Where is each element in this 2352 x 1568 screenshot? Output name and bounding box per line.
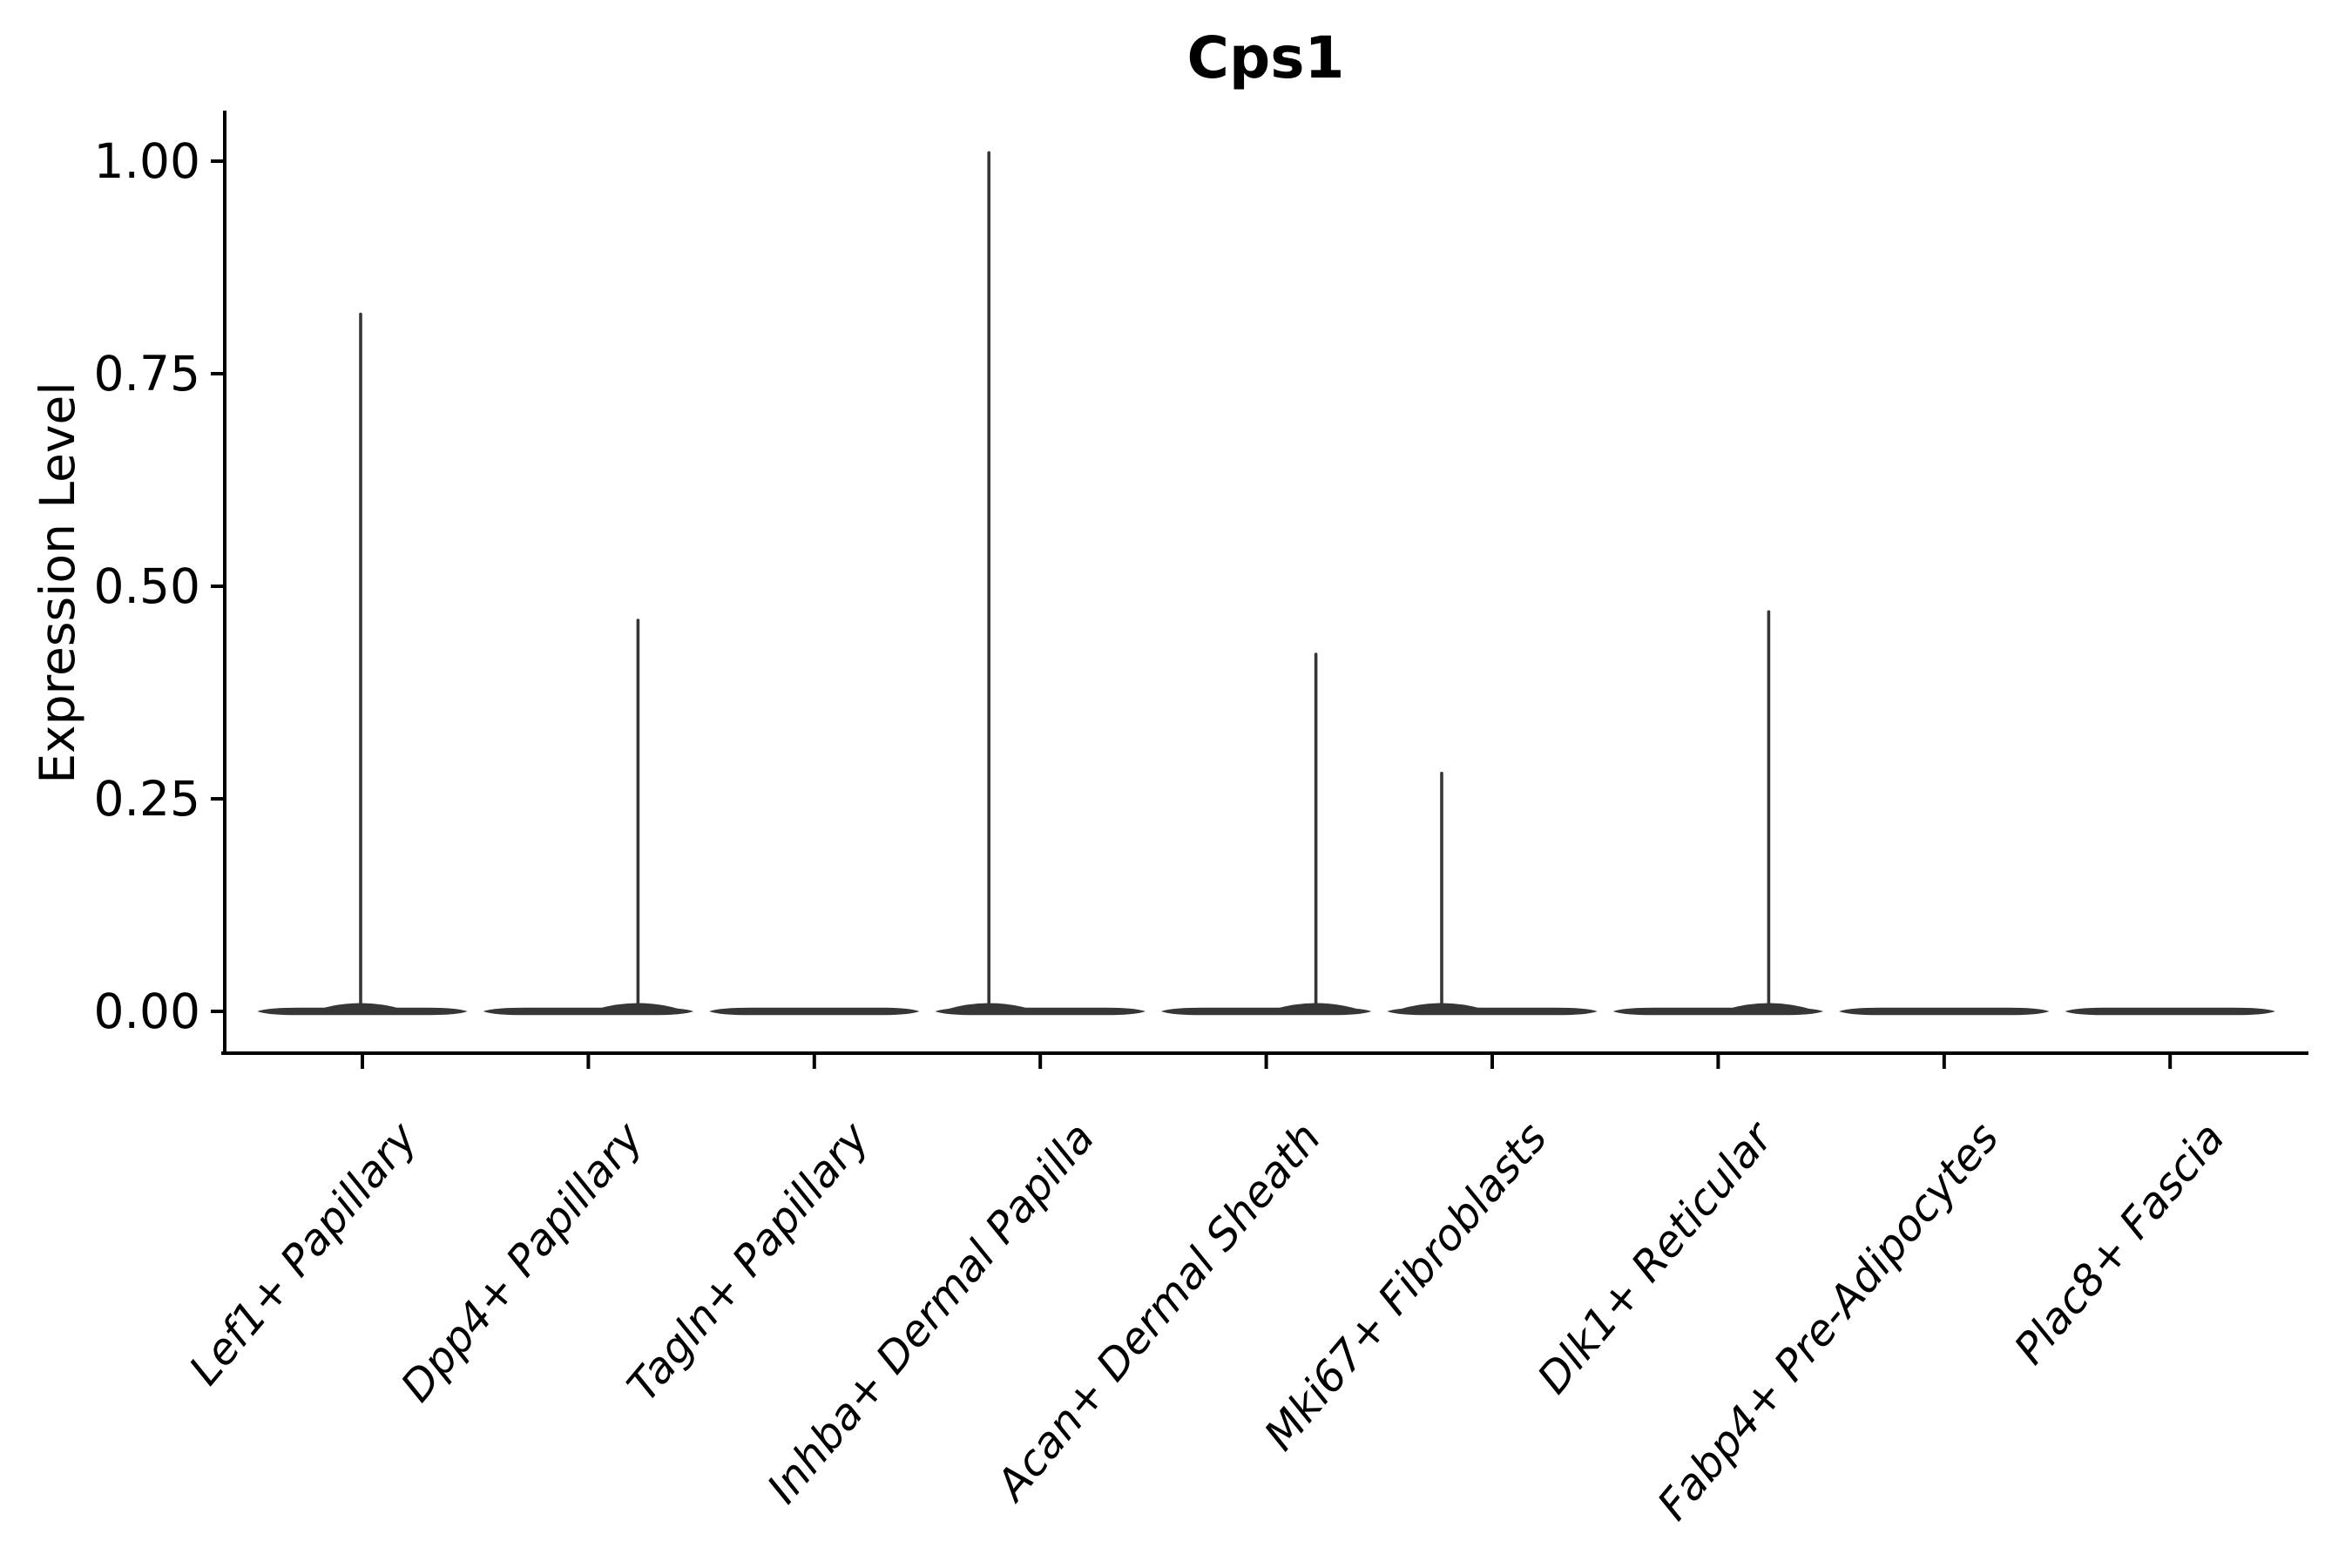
- y-tick-label: 1.00: [93, 133, 200, 189]
- y-tick-label: 0.75: [93, 346, 200, 402]
- violin-body: [2065, 1007, 2275, 1016]
- y-tick-label: 0.00: [93, 983, 200, 1039]
- plot-title: Cps1: [1186, 24, 1345, 91]
- y-tick-label: 0.50: [93, 558, 200, 614]
- violin-body: [1839, 1007, 2050, 1016]
- y-tick-label: 0.25: [93, 771, 200, 827]
- violin-body: [483, 1007, 694, 1016]
- violin-body: [1612, 1007, 1824, 1016]
- violin-body: [709, 1007, 920, 1016]
- violin-body: [1160, 1007, 1372, 1016]
- violin-body: [257, 1007, 468, 1016]
